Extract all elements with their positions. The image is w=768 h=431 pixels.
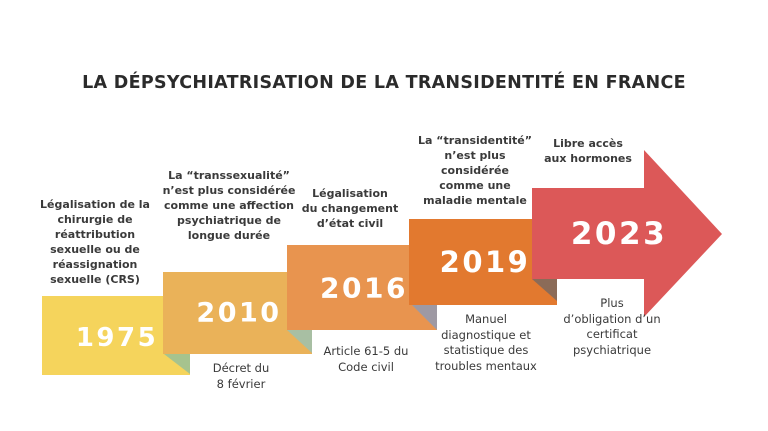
milestone-description-2010: La “transsexualité” n’est plus considéré…	[162, 169, 296, 242]
milestone-note-2023: Plus d’obligation d’un certificat psychi…	[563, 296, 661, 357]
milestone-description-2023: Libre accès aux hormones	[544, 137, 632, 165]
fold-triangle-2	[287, 330, 312, 353]
year-label-2019: 2019	[439, 245, 531, 279]
fold-triangle-3	[412, 305, 437, 330]
milestone-note-2016: Article 61-5 du Code civil	[323, 344, 409, 374]
page-title: LA DÉPSYCHIATRISATION DE LA TRANSIDENTIT…	[82, 72, 686, 93]
milestone-note-2010: Décret du 8 février	[212, 361, 270, 391]
year-label-2010: 2010	[196, 297, 282, 329]
milestone-description-1975: Légalisation de la chirurgie de réattrib…	[40, 198, 150, 286]
timeline-arrow-2023	[532, 150, 722, 317]
fold-triangle-4	[532, 279, 557, 301]
milestone-note-2019: Manuel diagnostique et statistique des t…	[435, 312, 537, 373]
fold-triangle-1	[164, 354, 190, 374]
milestone-description-2019: La “transidentité” n’est plus considérée…	[418, 134, 532, 207]
year-label-1975: 1975	[75, 323, 159, 353]
milestone-description-2016: Légalisation du changement d’état civil	[301, 187, 399, 230]
year-label-2023: 2023	[570, 216, 668, 252]
year-label-2016: 2016	[320, 271, 408, 305]
